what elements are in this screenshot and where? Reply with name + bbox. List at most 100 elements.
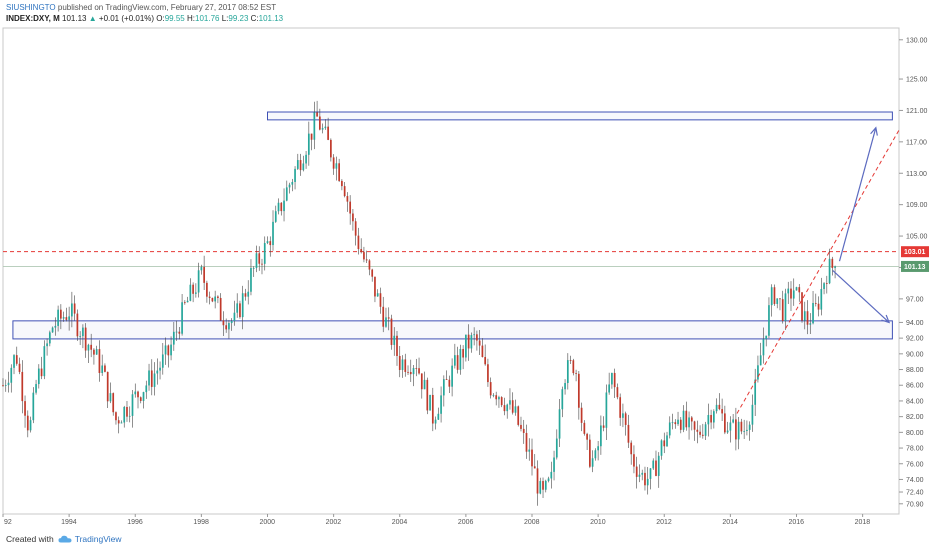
candle-body[interactable] (765, 335, 768, 340)
candle-body[interactable] (517, 406, 520, 425)
candle-body[interactable] (484, 356, 487, 365)
candle-body[interactable] (90, 344, 93, 350)
candle-body[interactable] (181, 302, 183, 334)
candle-body[interactable] (280, 202, 283, 212)
candle-body[interactable] (21, 371, 24, 402)
candle-body[interactable] (418, 368, 420, 374)
candle-body[interactable] (183, 302, 186, 304)
candle-body[interactable] (137, 391, 139, 398)
candle-body[interactable] (666, 435, 668, 447)
candle-body[interactable] (76, 313, 79, 337)
candle-body[interactable] (29, 420, 32, 431)
candle-body[interactable] (834, 266, 836, 268)
candle-body[interactable] (707, 414, 710, 425)
candle-body[interactable] (409, 371, 412, 375)
candle-body[interactable] (572, 360, 575, 374)
candle-body[interactable] (161, 354, 164, 368)
candle-body[interactable] (142, 392, 145, 401)
candle-body[interactable] (467, 334, 470, 349)
candle-body[interactable] (646, 478, 649, 486)
candle-body[interactable] (250, 268, 252, 292)
candle-body[interactable] (701, 434, 704, 436)
candle-body[interactable] (211, 297, 214, 302)
candle-body[interactable] (831, 258, 834, 268)
candle-body[interactable] (285, 187, 288, 201)
candle-body[interactable] (404, 359, 407, 372)
candle-body[interactable] (376, 293, 379, 297)
candle-body[interactable] (459, 348, 462, 370)
candle-body[interactable] (139, 397, 142, 401)
candle-body[interactable] (478, 340, 481, 346)
candle-body[interactable] (602, 425, 605, 428)
candle-body[interactable] (354, 221, 357, 236)
candle-body[interactable] (542, 481, 544, 490)
candle-body[interactable] (148, 370, 150, 386)
candle-body[interactable] (547, 478, 550, 481)
candle-body[interactable] (528, 449, 531, 452)
candle-body[interactable] (197, 270, 200, 293)
candle-body[interactable] (693, 421, 696, 430)
candle-body[interactable] (318, 116, 321, 130)
candle-body[interactable] (704, 424, 707, 436)
candle-body[interactable] (817, 303, 820, 310)
candle-body[interactable] (390, 318, 393, 345)
candle-body[interactable] (277, 202, 280, 212)
candle-body[interactable] (514, 406, 517, 413)
candle-body[interactable] (624, 413, 627, 425)
candle-body[interactable] (296, 160, 299, 169)
candle-body[interactable] (600, 425, 602, 447)
candle-body[interactable] (299, 160, 302, 171)
candle-body[interactable] (206, 282, 208, 297)
candle-body[interactable] (685, 410, 688, 428)
candle-body[interactable] (145, 385, 148, 393)
candle-body[interactable] (605, 392, 608, 428)
candle-body[interactable] (338, 163, 340, 181)
candle-body[interactable] (363, 252, 365, 260)
candle-body[interactable] (159, 367, 161, 371)
candle-body[interactable] (434, 419, 437, 424)
candle-body[interactable] (396, 335, 398, 356)
candle-body[interactable] (522, 428, 525, 433)
candle-body[interactable] (4, 385, 7, 386)
candle-body[interactable] (638, 474, 641, 477)
candle-body[interactable] (40, 368, 43, 377)
candle-body[interactable] (511, 400, 514, 413)
candle-body[interactable] (134, 391, 137, 395)
candle-body[interactable] (241, 293, 244, 318)
candle-body[interactable] (153, 373, 156, 387)
candle-body[interactable] (712, 411, 715, 423)
candle-body[interactable] (412, 368, 415, 375)
candle-body[interactable] (781, 299, 784, 321)
candle-body[interactable] (442, 379, 445, 396)
candle-body[interactable] (252, 267, 255, 269)
candle-body[interactable] (426, 379, 429, 411)
candle-body[interactable] (465, 334, 467, 358)
candle-body[interactable] (167, 345, 170, 356)
candle-body[interactable] (770, 287, 773, 306)
candle-body[interactable] (335, 163, 338, 169)
candle-body[interactable] (619, 397, 622, 418)
candle-body[interactable] (230, 320, 233, 324)
candle-body[interactable] (15, 355, 18, 364)
candle-body[interactable] (332, 157, 335, 169)
candle-body[interactable] (627, 424, 630, 443)
candle-body[interactable] (112, 393, 115, 413)
candle-body[interactable] (239, 303, 241, 318)
candle-body[interactable] (98, 349, 101, 373)
candle-body[interactable] (721, 409, 723, 414)
candle-body[interactable] (555, 438, 558, 458)
candle-body[interactable] (690, 417, 693, 422)
candle-body[interactable] (487, 364, 489, 383)
candle-body[interactable] (492, 395, 495, 396)
candle-body[interactable] (228, 323, 230, 330)
candle-body[interactable] (214, 296, 217, 302)
candle-body[interactable] (440, 395, 442, 414)
candle-body[interactable] (473, 334, 475, 336)
candle-body[interactable] (544, 480, 547, 490)
candle-body[interactable] (274, 211, 277, 222)
candle-body[interactable] (18, 363, 21, 372)
candle-body[interactable] (790, 288, 792, 299)
candle-body[interactable] (663, 440, 666, 447)
candle-body[interactable] (236, 303, 239, 313)
candle-body[interactable] (757, 365, 759, 380)
